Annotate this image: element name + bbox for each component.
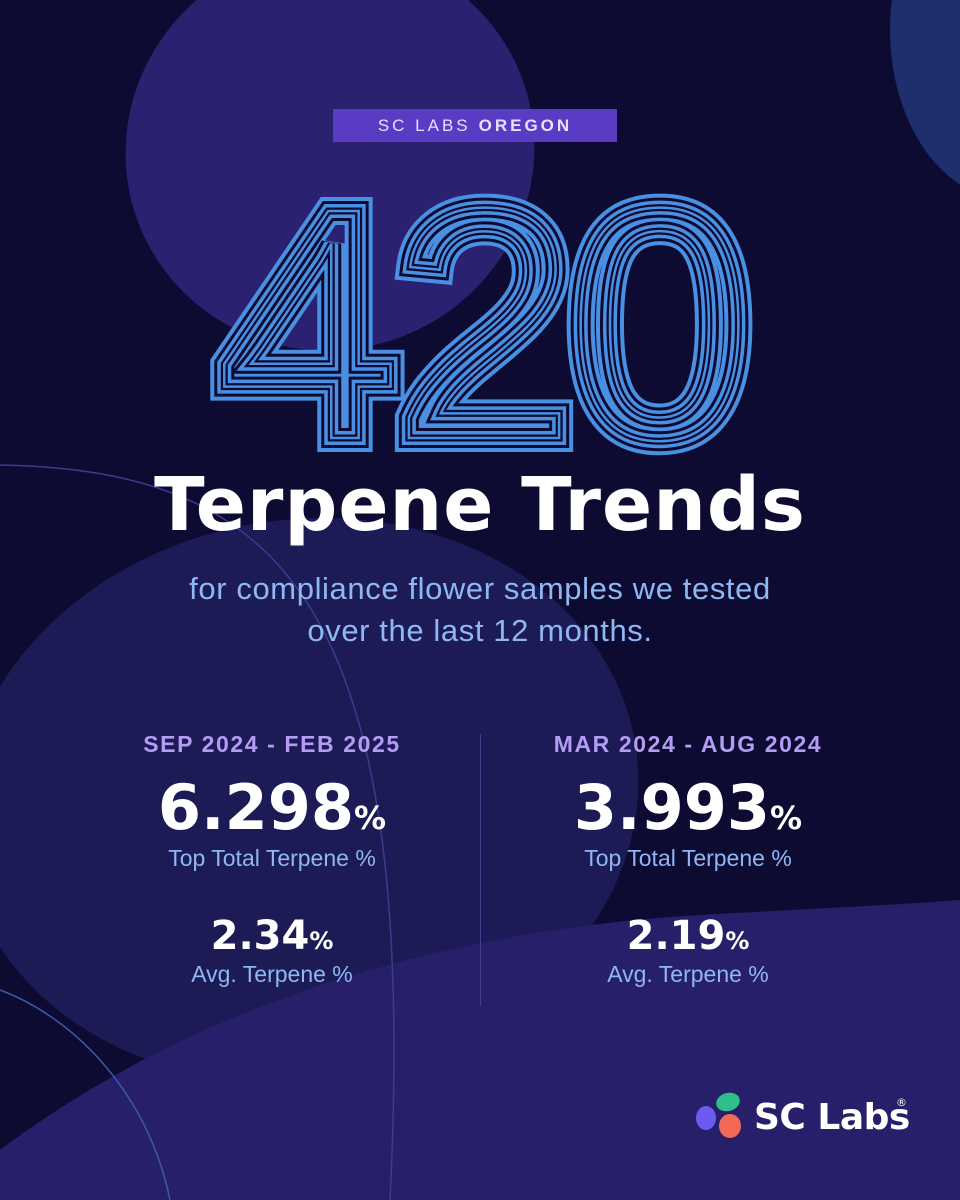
top-total-unit: % bbox=[770, 799, 803, 837]
big-number-layer-inner: 420 bbox=[217, 170, 744, 470]
subtitle: for compliance flower samples we tested … bbox=[0, 568, 960, 652]
page-title: Terpene Trends bbox=[154, 462, 806, 548]
logo-wordmark: SC Labs bbox=[754, 1097, 910, 1138]
stats-column-recent: SEP 2024 - FEB 2025 6.298% Top Total Ter… bbox=[62, 726, 482, 988]
top-total-value: 3.993% bbox=[478, 772, 898, 844]
avg-value: 2.19% bbox=[478, 912, 898, 960]
stats-column-previous: MAR 2024 - AUG 2024 3.993% Top Total Ter… bbox=[478, 726, 898, 988]
top-total-number: 6.298 bbox=[157, 771, 355, 844]
big-number-layer-mid: 420 bbox=[217, 170, 744, 470]
top-total-unit: % bbox=[354, 799, 387, 837]
badge-region: OREGON bbox=[478, 115, 573, 135]
top-total-label: Top Total Terpene % bbox=[168, 845, 376, 871]
top-total-value: 6.298% bbox=[62, 772, 482, 844]
period-label: SEP 2024 - FEB 2025 bbox=[143, 731, 401, 757]
column-divider bbox=[480, 734, 481, 1006]
avg-value: 2.34% bbox=[62, 912, 482, 960]
sc-labs-logo: SC Labs ® bbox=[690, 1088, 920, 1148]
big-number-layer-outer: 420 bbox=[217, 170, 744, 470]
avg-number: 2.34 bbox=[210, 913, 310, 959]
big-number-layer-gap2: 420 bbox=[217, 170, 744, 470]
sc-labs-logo-mark-icon bbox=[696, 1092, 741, 1138]
avg-unit: % bbox=[309, 927, 334, 955]
subtitle-line-1: for compliance flower samples we tested bbox=[189, 571, 771, 606]
region-badge: SC LABS OREGON bbox=[333, 109, 617, 142]
avg-unit: % bbox=[725, 927, 750, 955]
period-label: MAR 2024 - AUG 2024 bbox=[553, 731, 823, 757]
big-number-outline: 420 420 420 420 420 bbox=[203, 170, 766, 470]
avg-label: Avg. Terpene % bbox=[607, 961, 769, 987]
top-total-label: Top Total Terpene % bbox=[584, 845, 792, 871]
badge-prefix: SC LABS bbox=[377, 115, 471, 135]
avg-label: Avg. Terpene % bbox=[191, 961, 353, 987]
top-total-number: 3.993 bbox=[573, 771, 771, 844]
big-number-layer-gap1: 420 bbox=[217, 170, 744, 470]
avg-number: 2.19 bbox=[626, 913, 726, 959]
subtitle-line-2: over the last 12 months. bbox=[307, 613, 653, 648]
registered-mark: ® bbox=[896, 1096, 907, 1109]
